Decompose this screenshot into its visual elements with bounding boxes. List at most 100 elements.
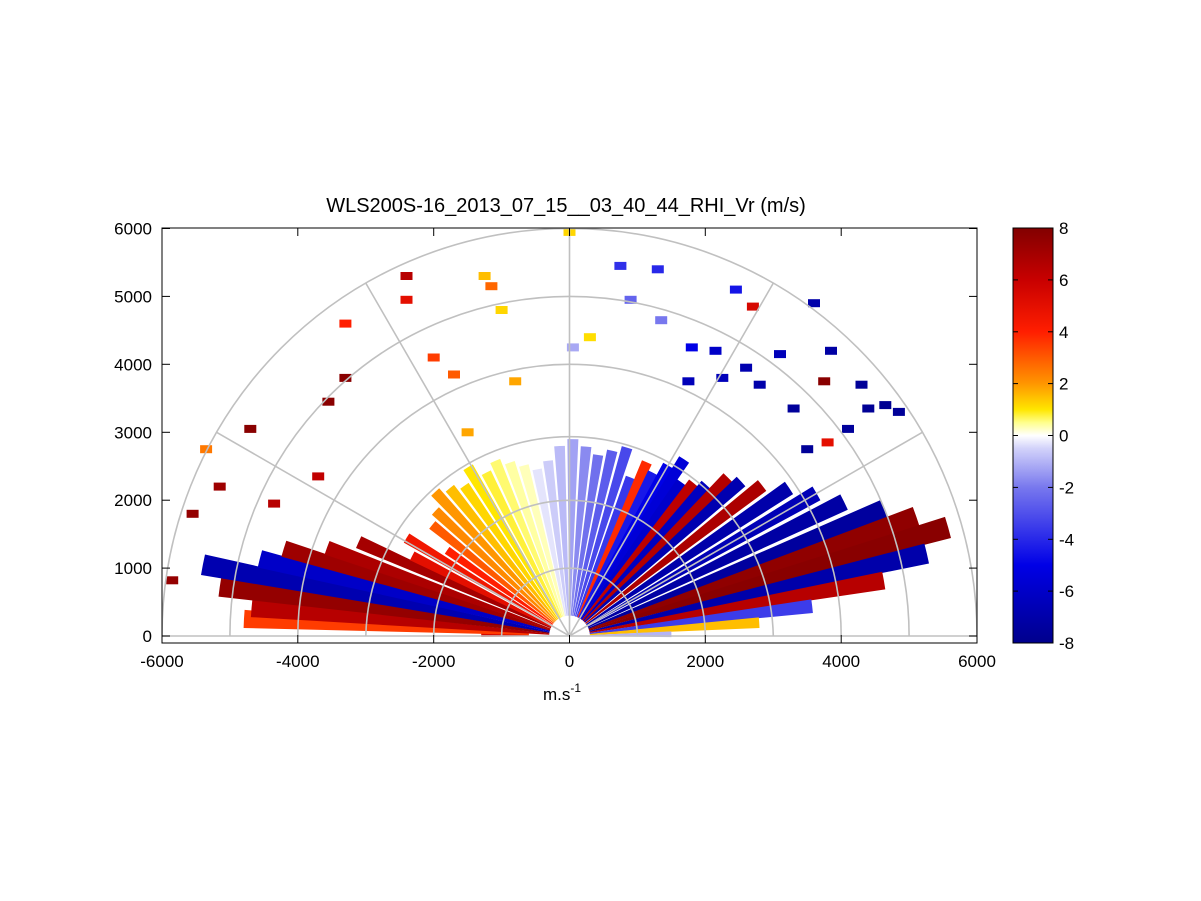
- cbar-tick-label-8: -8: [1059, 634, 1074, 653]
- y-tick-label-4: 4000: [114, 355, 152, 374]
- speckle-14: [478, 272, 491, 280]
- x-tick-label-6: 6000: [958, 652, 996, 671]
- beam-15: [445, 484, 558, 621]
- spoke-150: [216, 431, 570, 637]
- beam-6: [281, 540, 551, 631]
- speckle-40: [855, 380, 868, 389]
- speckle-24: [651, 265, 664, 274]
- beam-18: [481, 470, 561, 619]
- cbar-tick-label-7: -6: [1059, 582, 1074, 601]
- cbar-tick-label-3: 2: [1059, 375, 1068, 394]
- speckle-7: [322, 397, 335, 406]
- beam-48: [589, 571, 886, 633]
- beam-31: [577, 460, 652, 618]
- speckle-3: [213, 482, 226, 491]
- x-tick-label-4: 2000: [686, 652, 724, 671]
- spoke-30: [569, 431, 923, 637]
- speckle-13: [448, 370, 460, 379]
- speckle-30: [740, 363, 753, 372]
- polar-grid: [162, 228, 977, 637]
- beam-28: [573, 449, 618, 617]
- speckle-43: [892, 407, 905, 416]
- speckle-28: [716, 373, 729, 382]
- beam-26: [570, 446, 592, 616]
- speckle-42: [879, 401, 892, 410]
- y-tick-label-5: 5000: [114, 287, 152, 306]
- speckle-0: [166, 576, 179, 585]
- beam-14: [431, 488, 556, 622]
- speckle-11: [400, 295, 413, 304]
- colorbar: [1012, 227, 1054, 644]
- beam-27: [572, 454, 604, 616]
- x-tick-label-2: -2000: [412, 652, 455, 671]
- beam-45: [588, 507, 920, 630]
- speckle-31: [753, 380, 766, 389]
- spoke-120: [365, 282, 571, 637]
- speckle-1: [186, 509, 199, 518]
- beam-50: [589, 617, 760, 636]
- speckle-22: [614, 261, 627, 270]
- speckle-37: [821, 438, 834, 447]
- beam-44: [588, 500, 888, 629]
- beam-47: [589, 543, 929, 632]
- speckle-15: [485, 282, 498, 291]
- speckle-26: [685, 343, 698, 352]
- y-tick-label-1: 1000: [114, 559, 152, 578]
- beam-21: [519, 464, 565, 617]
- beam-34: [580, 456, 690, 620]
- speckle-10: [400, 272, 413, 280]
- speckle-25: [655, 316, 668, 325]
- speckle-27: [709, 346, 722, 355]
- speckle-34: [801, 445, 814, 454]
- beam-20: [505, 461, 564, 617]
- y-tick-label-2: 2000: [114, 491, 152, 510]
- beam-16: [460, 482, 559, 620]
- beam-5: [257, 550, 550, 632]
- beam-22: [532, 468, 567, 617]
- speckle-9: [339, 319, 352, 328]
- speckle-2: [200, 445, 213, 454]
- beam-29: [574, 446, 633, 617]
- speckle-17: [509, 377, 522, 386]
- colorbar-ticks: 8 6 4 2 0 -2 -4 -6 -8: [1013, 219, 1074, 653]
- spoke-60: [568, 282, 774, 637]
- cbar-tick-label-0: 8: [1059, 219, 1068, 238]
- x-axis-label-exponent: -1: [570, 681, 581, 695]
- x-tick-label-3: 0: [565, 652, 574, 671]
- y-tick-label-3: 3000: [114, 423, 152, 442]
- speckle-23: [624, 295, 637, 304]
- beam-12: [429, 521, 554, 624]
- cbar-tick-label-1: 6: [1059, 271, 1068, 290]
- beam-10: [403, 533, 553, 626]
- beam-11: [444, 546, 554, 625]
- beam-39: [584, 476, 746, 623]
- beam-19: [490, 458, 563, 618]
- chart-title: WLS200S-16_2013_07_15__03_40_44_RHI_Vr (…: [326, 195, 806, 217]
- beam-17: [463, 464, 560, 619]
- speckle-33: [787, 404, 800, 413]
- beam-41: [586, 481, 794, 626]
- axes: -6000 -4000 -2000 0 2000 4000 6000 0 1000 2000 300…: [114, 220, 996, 672]
- speckle-21: [566, 343, 579, 352]
- velocity-speckles: [166, 228, 905, 585]
- y-tick-label-0: 0: [143, 627, 152, 646]
- beam-23: [543, 460, 568, 616]
- speckle-29: [729, 285, 742, 294]
- beam-49: [589, 599, 813, 635]
- speckle-32: [774, 350, 786, 359]
- beam-13: [431, 507, 555, 623]
- cbar-tick-label-2: 4: [1059, 323, 1068, 342]
- speckle-35: [808, 299, 820, 308]
- x-tick-label-1: -4000: [276, 652, 319, 671]
- x-tick-label-0: -6000: [140, 652, 183, 671]
- beam-30: [576, 475, 635, 618]
- y-tick-label-6: 6000: [114, 220, 152, 239]
- cbar-tick-label-4: 0: [1059, 427, 1068, 446]
- speckle-38: [825, 346, 837, 355]
- speckle-8: [339, 373, 352, 382]
- beam-9: [410, 551, 552, 628]
- speckle-36: [818, 377, 831, 386]
- speckle-41: [862, 404, 875, 413]
- speckle-4: [244, 424, 257, 433]
